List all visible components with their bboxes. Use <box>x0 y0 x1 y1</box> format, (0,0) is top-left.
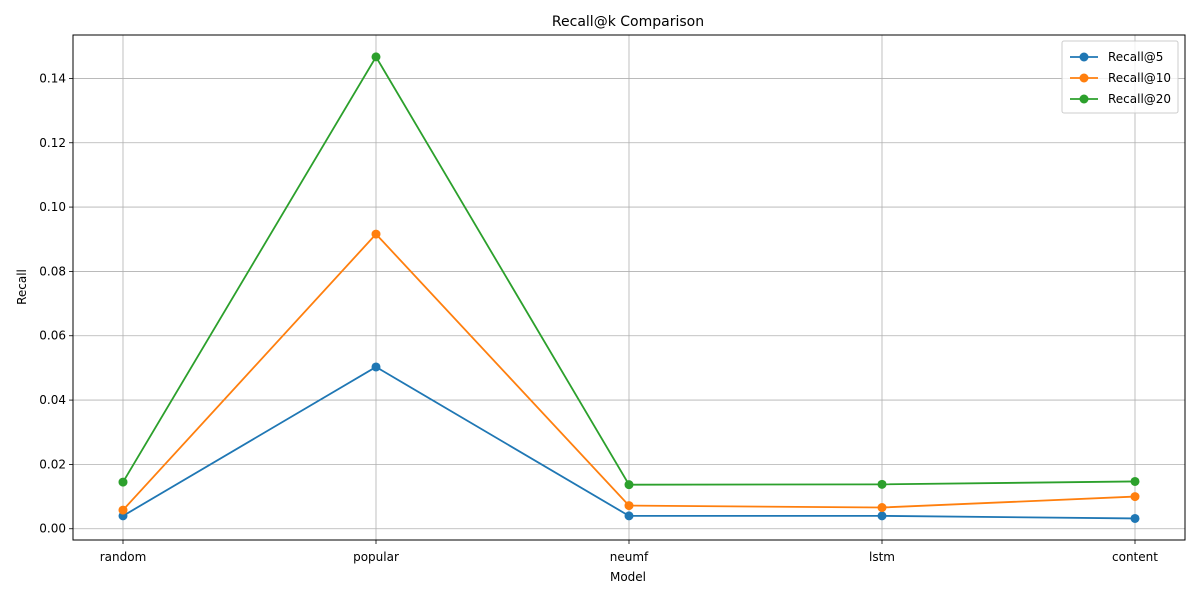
y-tick-label: 0.00 <box>39 522 66 536</box>
data-point <box>1130 513 1140 523</box>
legend-box <box>1061 40 1179 114</box>
data-point <box>371 229 381 239</box>
y-tick-label: 0.10 <box>39 200 66 214</box>
series-layer <box>118 52 1140 523</box>
y-tick-label: 0.12 <box>39 136 66 150</box>
chart-title: Recall@k Comparison <box>552 14 704 30</box>
legend-marker <box>1079 94 1089 104</box>
x-tick-label: random <box>100 550 147 564</box>
legend-label: Recall@10 <box>1108 71 1171 85</box>
legend-marker <box>1079 73 1089 83</box>
data-point <box>877 511 887 521</box>
legend-label: Recall@20 <box>1108 92 1171 106</box>
data-point <box>118 477 128 487</box>
series-recall-5 <box>118 362 1140 523</box>
legend-item: Recall@5 <box>1070 50 1163 64</box>
data-point <box>624 511 634 521</box>
x-axis-ticks: random popular neumf lstm content <box>100 540 1158 564</box>
x-tick-label: popular <box>353 550 399 564</box>
y-axis-ticks: 0.00 0.02 0.04 0.06 0.08 0.10 0.12 0.14 <box>39 71 73 536</box>
legend-marker <box>1079 52 1089 62</box>
data-point <box>1130 476 1140 486</box>
legend: Recall@5 Recall@10 Recall@20 <box>1061 40 1179 114</box>
legend-label: Recall@5 <box>1108 50 1163 64</box>
x-tick-label: neumf <box>610 550 649 564</box>
x-tick-label: lstm <box>869 550 895 564</box>
data-point <box>118 505 128 515</box>
y-tick-label: 0.04 <box>39 393 66 407</box>
data-point <box>877 503 887 513</box>
y-axis-label: Recall <box>15 269 29 305</box>
data-point <box>624 501 634 511</box>
x-tick-label: content <box>1112 550 1158 564</box>
legend-item: Recall@20 <box>1070 92 1171 106</box>
y-tick-label: 0.06 <box>39 329 66 343</box>
grid <box>73 35 1185 540</box>
data-point <box>371 52 381 62</box>
series-recall-10 <box>118 229 1140 515</box>
x-axis-label: Model <box>610 570 646 584</box>
data-point <box>371 362 381 372</box>
data-point <box>624 480 634 490</box>
y-tick-label: 0.02 <box>39 457 66 471</box>
series-recall-20 <box>118 52 1140 490</box>
data-point <box>1130 492 1140 502</box>
legend-item: Recall@10 <box>1070 71 1171 85</box>
y-tick-label: 0.08 <box>39 264 66 278</box>
data-point <box>877 479 887 489</box>
y-tick-label: 0.14 <box>39 71 66 85</box>
